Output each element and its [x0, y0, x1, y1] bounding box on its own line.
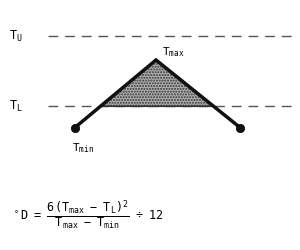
Text: $\mathtt{T_{min}}$: $\mathtt{T_{min}}$ — [72, 141, 94, 155]
Text: $\mathtt{{}^\circ D\ =\ \dfrac{6(T_{max}\ -\ T_L)^2}{T_{max}\ -\ T_{min}}\ \div\: $\mathtt{{}^\circ D\ =\ \dfrac{6(T_{max}… — [12, 198, 164, 232]
Polygon shape — [100, 60, 214, 106]
Text: $\mathtt{T_{max}}$: $\mathtt{T_{max}}$ — [162, 45, 184, 59]
Text: $\mathtt{T_U}$: $\mathtt{T_U}$ — [9, 29, 22, 44]
Text: $\mathtt{T_L}$: $\mathtt{T_L}$ — [9, 99, 23, 114]
